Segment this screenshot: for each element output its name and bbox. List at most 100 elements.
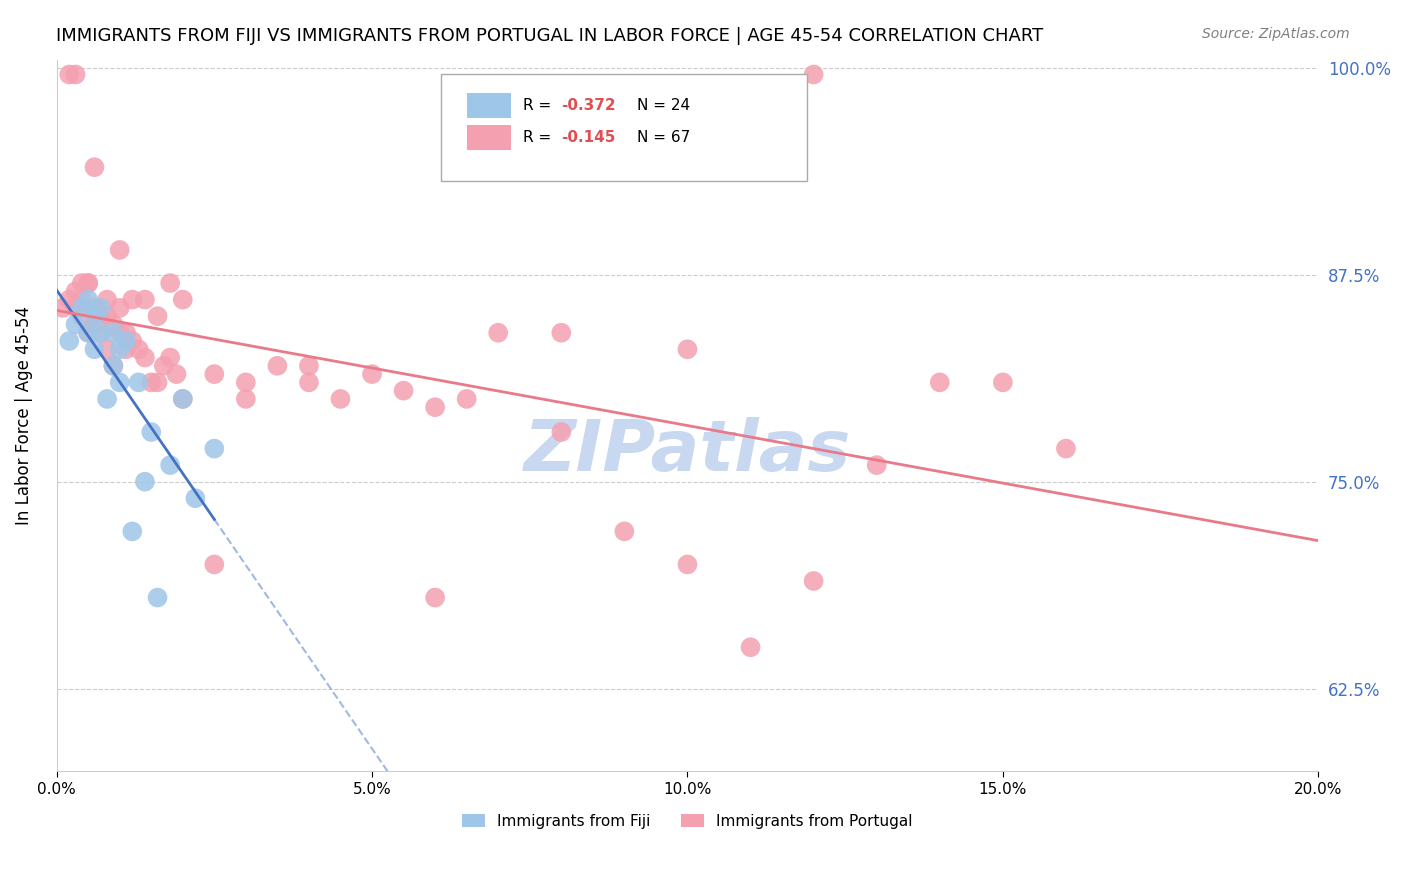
Point (172, 392, 194, 406)
Point (740, 640, 762, 655)
Point (90, 326, 112, 340)
Text: N = 67: N = 67 (637, 130, 690, 145)
FancyBboxPatch shape (441, 74, 807, 180)
Text: R =: R = (523, 130, 557, 145)
Point (83, 318, 105, 332)
Point (423, 401, 446, 415)
Point (70, 276, 93, 290)
Text: IMMIGRANTS FROM FIJI VS IMMIGRANTS FROM PORTUGAL IN LABOR FORCE | AGE 45-54 CORR: IMMIGRANTS FROM FIJI VS IMMIGRANTS FROM … (56, 27, 1043, 45)
Legend: Immigrants from Fiji, Immigrants from Portugal: Immigrants from Fiji, Immigrants from Po… (456, 807, 920, 835)
Point (128, 376, 150, 390)
Point (83, 301, 105, 315)
FancyBboxPatch shape (467, 93, 510, 118)
Point (77, 276, 100, 290)
Point (108, 326, 131, 340)
Point (928, 376, 950, 390)
Point (103, 359, 125, 373)
Text: ZIPatlas: ZIPatlas (524, 417, 851, 485)
Point (121, 293, 143, 307)
Point (83, 343, 105, 357)
Point (77, 326, 100, 340)
Point (166, 367, 188, 381)
Point (90, 326, 112, 340)
Point (77, 276, 100, 290)
Point (115, 326, 138, 340)
Point (65, 301, 87, 315)
Point (58, 334, 80, 348)
Point (172, 293, 194, 307)
Point (803, 574, 825, 588)
Text: -0.372: -0.372 (561, 98, 616, 113)
Point (202, 558, 225, 572)
Text: -0.145: -0.145 (561, 130, 616, 145)
Point (108, 376, 131, 390)
Point (159, 276, 181, 290)
Point (96, 309, 118, 323)
Point (77, 293, 100, 307)
Point (423, 591, 446, 605)
Point (70, 301, 93, 315)
Point (90, 309, 112, 323)
Point (96, 293, 118, 307)
Point (202, 367, 225, 381)
Text: Source: ZipAtlas.com: Source: ZipAtlas.com (1202, 27, 1350, 41)
Point (70, 293, 93, 307)
Point (159, 351, 181, 365)
Point (141, 376, 163, 390)
Point (235, 392, 257, 406)
Y-axis label: In Labor Force | Age 45-54: In Labor Force | Age 45-54 (15, 306, 32, 525)
Text: R =: R = (523, 98, 557, 113)
Point (103, 326, 125, 340)
Point (456, 392, 478, 406)
Point (103, 318, 125, 332)
Point (77, 326, 100, 340)
Point (266, 359, 288, 373)
Point (96, 343, 118, 357)
Point (115, 334, 138, 348)
Point (83, 160, 105, 174)
Point (121, 334, 143, 348)
Point (329, 392, 352, 406)
Point (108, 243, 131, 257)
Point (159, 458, 181, 472)
Point (146, 376, 169, 390)
Point (65, 285, 87, 299)
Point (90, 301, 112, 315)
Point (298, 359, 321, 373)
Point (65, 318, 87, 332)
Point (70, 309, 93, 323)
Point (361, 367, 384, 381)
Point (52, 301, 75, 315)
Point (108, 301, 131, 315)
Point (172, 392, 194, 406)
Point (121, 524, 143, 539)
Point (991, 376, 1014, 390)
Point (1054, 442, 1077, 456)
Point (153, 359, 176, 373)
Point (613, 524, 636, 539)
Point (866, 458, 889, 472)
Point (83, 309, 105, 323)
Point (146, 591, 169, 605)
Point (550, 425, 572, 439)
Point (134, 293, 156, 307)
Point (486, 326, 509, 340)
Point (128, 343, 150, 357)
Point (146, 309, 169, 323)
Point (108, 343, 131, 357)
Point (141, 425, 163, 439)
Text: N = 24: N = 24 (637, 98, 690, 113)
Point (298, 376, 321, 390)
Point (550, 326, 572, 340)
Point (96, 392, 118, 406)
Point (676, 558, 699, 572)
Point (65, 68, 87, 82)
Point (134, 475, 156, 489)
Point (115, 343, 138, 357)
Point (184, 491, 207, 506)
Point (676, 343, 699, 357)
Point (392, 384, 415, 398)
Point (803, 68, 825, 82)
Point (103, 359, 125, 373)
Point (235, 376, 257, 390)
